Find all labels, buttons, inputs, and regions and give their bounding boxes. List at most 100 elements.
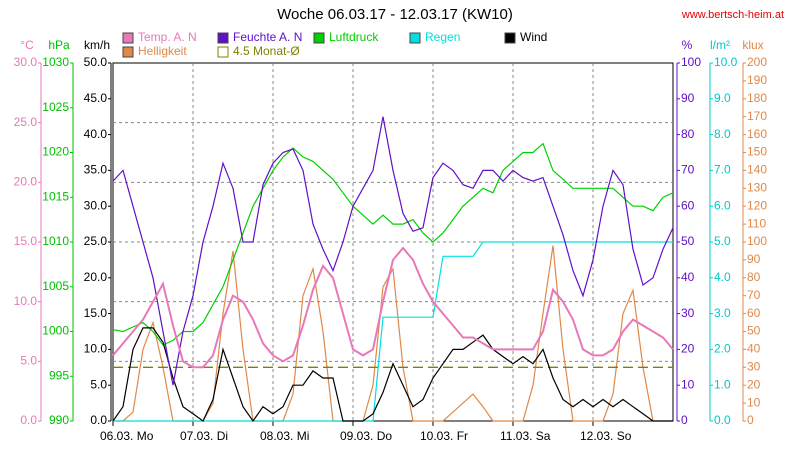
legend-swatch	[122, 32, 134, 44]
y-tick-label: 60	[681, 198, 695, 212]
legend-swatch	[122, 46, 134, 58]
y-tick-label: 70	[681, 163, 695, 177]
y-tick-label: 0.0	[714, 413, 731, 427]
y-tick-label: 30.0	[84, 198, 108, 212]
legend-swatch	[217, 32, 229, 44]
y-tick-label: 70	[747, 288, 761, 302]
y-tick-label: 130	[747, 180, 767, 194]
axis-unit: %	[682, 38, 693, 52]
y-tick-label: 25.0	[14, 115, 38, 129]
series-line	[112, 142, 674, 346]
y-tick-label: 60	[747, 306, 761, 320]
y-tick-label: 10	[681, 377, 695, 391]
y-tick-label: 15.0	[14, 234, 38, 248]
y-tick-label: 6.0	[714, 198, 731, 212]
y-tick-label: 0	[681, 413, 688, 427]
legend-swatch	[409, 32, 421, 44]
y-tick-label: 4.0	[714, 270, 731, 284]
x-tick-label: 10.03. Fr	[420, 429, 468, 443]
y-tick-label: 990	[49, 413, 69, 427]
legend-swatch	[217, 46, 229, 58]
y-tick-label: 90	[747, 252, 761, 266]
y-tick-label: 30	[681, 306, 695, 320]
y-tick-label: 0.0	[90, 413, 107, 427]
y-tick-label: 2.0	[714, 342, 731, 356]
y-tick-label: 5.0	[20, 354, 37, 368]
y-tick-label: 3.0	[714, 306, 731, 320]
y-tick-label: 170	[747, 109, 767, 123]
y-tick-label: 35.0	[84, 163, 108, 177]
axis-unit: klux	[742, 38, 763, 52]
y-tick-label: 110	[747, 216, 766, 230]
y-tick-label: 1020	[42, 145, 69, 159]
y-tick-label: 1005	[42, 279, 69, 293]
y-tick-label: 50	[747, 324, 761, 338]
axis-unit: °C	[20, 38, 34, 52]
y-tick-label: 5.0	[714, 234, 731, 248]
source: www.bertsch-heim.at	[681, 9, 784, 21]
y-tick-label: 30	[747, 359, 761, 373]
y-tick-label: 1015	[42, 189, 69, 203]
legend-label: Feuchte A. N	[233, 30, 302, 44]
y-tick-label: 150	[747, 145, 767, 159]
legend-swatch	[504, 32, 516, 44]
series-line	[113, 241, 673, 422]
y-tick-label: 10.0	[714, 55, 738, 69]
legend-label: 4.5 Monat-Ø	[233, 44, 300, 58]
x-tick-label: 08.03. Mi	[260, 429, 309, 443]
legend-label: Luftdruck	[329, 30, 379, 44]
axis-unit: hPa	[48, 38, 70, 52]
y-tick-label: 10.0	[14, 294, 38, 308]
y-tick-label: 90	[681, 91, 695, 105]
y-tick-label: 1000	[42, 324, 69, 338]
y-tick-label: 40	[681, 270, 695, 284]
series-line	[112, 116, 674, 386]
y-tick-label: 80	[747, 270, 761, 284]
y-tick-label: 20.0	[14, 175, 38, 189]
chart-title: Woche 06.03.17 - 12.03.17 (KW10)	[277, 6, 513, 23]
y-tick-label: 0.0	[20, 413, 37, 427]
y-tick-label: 8.0	[714, 127, 731, 141]
legend-label: Regen	[425, 30, 460, 44]
y-tick-label: 40	[747, 342, 761, 356]
y-tick-label: 10	[747, 395, 761, 409]
y-tick-label: 100	[681, 55, 701, 69]
y-tick-label: 40.0	[84, 127, 108, 141]
y-tick-label: 995	[49, 368, 69, 382]
x-tick-label: 06.03. Mo	[100, 429, 154, 443]
axis-unit: l/m²	[710, 38, 730, 52]
legend-label: Wind	[520, 30, 547, 44]
y-tick-label: 140	[747, 163, 767, 177]
y-tick-label: 7.0	[714, 163, 731, 177]
y-tick-label: 190	[747, 73, 767, 87]
y-tick-label: 200	[747, 55, 767, 69]
x-tick-label: 07.03. Di	[180, 429, 228, 443]
y-tick-label: 180	[747, 91, 767, 105]
y-tick-label: 9.0	[714, 91, 731, 105]
y-tick-label: 20.0	[84, 270, 108, 284]
legend-label: Temp. A. N	[138, 30, 197, 44]
y-tick-label: 15.0	[84, 306, 108, 320]
y-tick-label: 0	[747, 413, 754, 427]
y-tick-label: 1010	[42, 234, 69, 248]
y-tick-label: 50	[681, 234, 695, 248]
y-tick-label: 25.0	[84, 234, 108, 248]
series-line	[112, 246, 674, 369]
y-tick-label: 30.0	[14, 55, 38, 69]
y-tick-label: 50.0	[84, 55, 108, 69]
y-tick-label: 20	[747, 377, 761, 391]
x-tick-label: 09.03. Do	[340, 429, 392, 443]
legend-swatch	[313, 32, 325, 44]
y-tick-label: 10.0	[84, 342, 108, 356]
axis-unit: km/h	[84, 38, 110, 52]
y-tick-label: 45.0	[84, 91, 108, 105]
y-tick-label: 5.0	[90, 377, 107, 391]
y-tick-label: 80	[681, 127, 695, 141]
y-tick-label: 160	[747, 127, 767, 141]
y-tick-label: 20	[681, 342, 695, 356]
y-tick-label: 1025	[42, 100, 69, 114]
y-tick-label: 120	[747, 198, 767, 212]
x-tick-label: 11.03. Sa	[500, 429, 551, 443]
